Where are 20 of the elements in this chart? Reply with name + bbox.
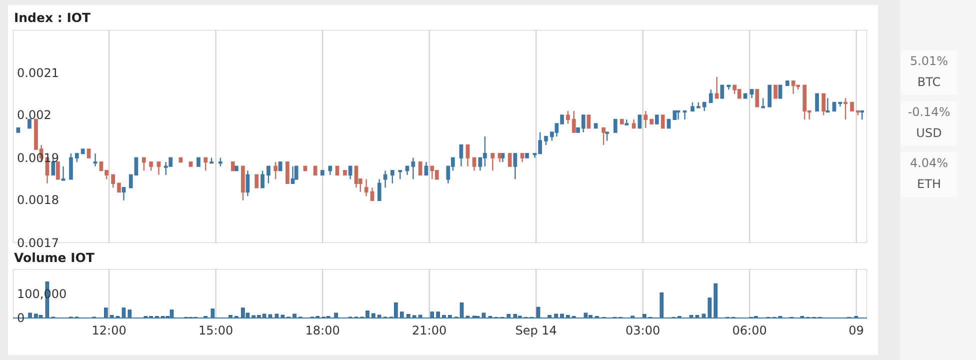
x-tick-label: 03:00 bbox=[626, 324, 660, 338]
text: BTC bbox=[916, 75, 942, 89]
text: USD bbox=[915, 126, 943, 140]
text: 5.01% bbox=[908, 54, 950, 68]
chart-title: Volume IOT bbox=[14, 250, 94, 265]
x-tick-label: 09 bbox=[848, 324, 864, 338]
chart-title: Index : IOT bbox=[14, 10, 91, 25]
text: ETH bbox=[916, 177, 942, 191]
x-tick-label: 06:00 bbox=[732, 324, 767, 338]
x-tick-label: 12:00 bbox=[92, 324, 126, 338]
y-tick-label: 0.002 bbox=[17, 108, 52, 122]
text: 4.04% bbox=[908, 156, 950, 170]
x-tick-label: 21:00 bbox=[412, 324, 447, 338]
x-tick-label: 15:00 bbox=[198, 324, 234, 338]
text: -0.14% bbox=[906, 105, 952, 119]
x-tick-label: 18:00 bbox=[305, 324, 340, 338]
y-tick-label: 0.0018 bbox=[17, 193, 59, 208]
y-tick-label: 0.0017 bbox=[17, 236, 59, 250]
y-tick-label: 0.0021 bbox=[17, 66, 59, 80]
x-tick-label: Sep 14 bbox=[515, 324, 557, 338]
